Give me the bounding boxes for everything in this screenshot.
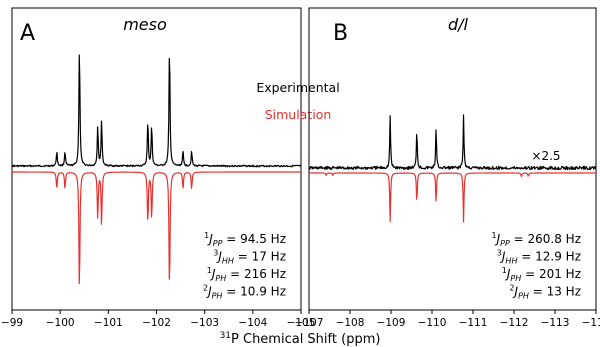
- coupling-constant: 1JPP = 260.8 Hz: [492, 231, 581, 248]
- x-tick-label: −101: [94, 317, 123, 329]
- x-tick-label: −107: [295, 317, 324, 329]
- coupling-value: = 10.9 Hz: [222, 285, 286, 299]
- x-tick-label: −99: [1, 317, 23, 329]
- coupling-symbol: J: [513, 285, 519, 299]
- coupling-value: = 201 Hz: [521, 267, 581, 281]
- coupling-value: = 216 Hz: [226, 267, 286, 281]
- coupling-symbol: J: [206, 285, 212, 299]
- x-tick-label: −112: [500, 317, 529, 329]
- coupling-constant: 1JPH = 216 Hz: [207, 266, 286, 283]
- coupling-constant: 1JPH = 201 Hz: [502, 266, 581, 283]
- coupling-value: = 17 Hz: [234, 250, 286, 264]
- coupling-order: 2: [203, 284, 208, 293]
- series-simulation-line: [11, 171, 302, 285]
- coupling-symbol: J: [210, 267, 216, 281]
- coupling-nuclei: PH: [212, 292, 223, 301]
- coupling-nuclei: PH: [215, 274, 226, 283]
- coupling-order: 2: [509, 284, 514, 293]
- x-tick-label: −105: [287, 317, 316, 329]
- coupling-order: 1: [502, 266, 507, 275]
- coupling-symbol: J: [495, 232, 501, 246]
- legend-entry-simulation: Simulation: [265, 107, 332, 122]
- legend-entry-experimental: Experimental: [256, 80, 339, 95]
- coupling-symbol: J: [207, 232, 213, 246]
- coupling-constant: 3JHH = 12.9 Hz: [497, 249, 581, 266]
- plot-frame: [11, 7, 302, 311]
- coupling-nuclei: PH: [518, 292, 529, 301]
- x-tick-label: −104: [238, 317, 267, 329]
- coupling-value: = 12.9 Hz: [517, 250, 581, 264]
- coupling-value: = 13 Hz: [529, 285, 581, 299]
- coupling-value: = 94.5 Hz: [222, 232, 286, 246]
- panel-a: −99 −100 −101 −102 −103 −104 −105 A meso Experime…: [1, 7, 340, 329]
- x-tick-label: −102: [142, 317, 171, 329]
- coupling-order: 1: [207, 266, 212, 275]
- series-experimental-line: [11, 54, 302, 168]
- coupling-constant: 3JHH = 17 Hz: [213, 249, 286, 266]
- coupling-nuclei: PP: [500, 239, 510, 248]
- x-tick-label: −110: [418, 317, 447, 329]
- series-simulation-line: [308, 172, 597, 223]
- x-axis-label: 31P Chemical Shift (ppm): [220, 331, 381, 347]
- coupling-nuclei: HH: [505, 257, 517, 266]
- panel-b: −107 −108 −109 −110 −111 −112 −113 −114 Bd/l ×2.5…: [295, 7, 600, 329]
- x-axis-label-superscript: 31: [220, 331, 231, 341]
- panel-title: d/l: [448, 15, 469, 34]
- panel-label: A: [20, 21, 35, 46]
- coupling-value: = 260.8 Hz: [510, 232, 581, 246]
- coupling-symbol: J: [500, 250, 506, 264]
- coupling-nuclei: PH: [510, 274, 521, 283]
- x-tick-label: −100: [46, 317, 75, 329]
- coupling-symbol: J: [216, 250, 222, 264]
- scale-factor-label: ×2.5: [531, 149, 560, 163]
- x-tick-label: −103: [190, 317, 219, 329]
- coupling-symbol: J: [505, 267, 511, 281]
- series-experimental-line: [308, 114, 597, 171]
- coupling-constant: 2JPH = 10.9 Hz: [203, 284, 286, 301]
- coupling-order: 1: [204, 231, 209, 240]
- x-tick-label: −108: [336, 317, 365, 329]
- panel-label: B: [333, 21, 348, 46]
- plot-frame: [308, 7, 597, 311]
- x-tick-label: −114: [582, 317, 600, 329]
- coupling-order: 3: [213, 249, 218, 258]
- coupling-order: 1: [492, 231, 497, 240]
- coupling-nuclei: HH: [222, 257, 234, 266]
- panel-title: meso: [123, 15, 167, 34]
- x-tick-label: −111: [459, 317, 488, 329]
- x-tick-label: −109: [377, 317, 406, 329]
- coupling-nuclei: PP: [213, 239, 223, 248]
- coupling-order: 3: [497, 249, 502, 258]
- x-axis-label-text: P Chemical Shift (ppm): [231, 332, 380, 347]
- x-tick-label: −113: [541, 317, 570, 329]
- coupling-constant: 1JPP = 94.5 Hz: [204, 231, 286, 248]
- coupling-constant: 2JPH = 13 Hz: [509, 284, 581, 301]
